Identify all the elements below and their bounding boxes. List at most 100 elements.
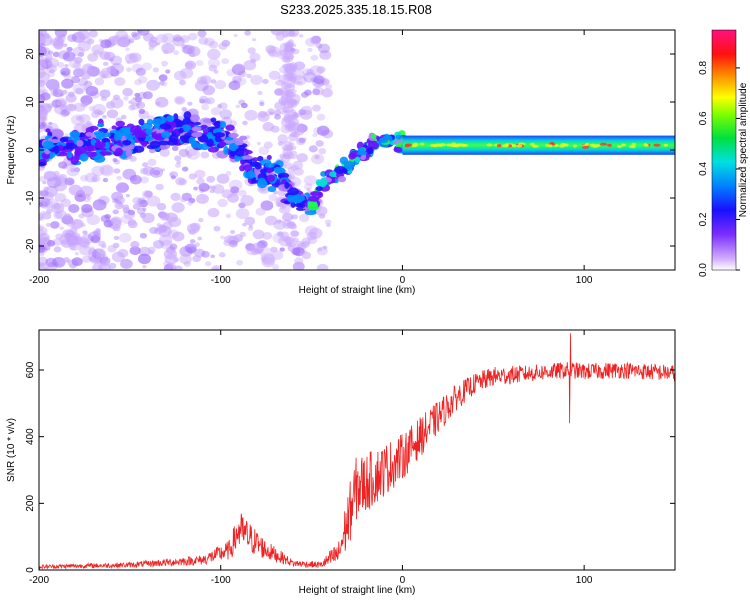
spectral-blob [80,223,86,228]
spectral-blob [268,49,278,57]
spectral-blob [56,61,65,68]
spectral-blob [287,187,300,196]
spectral-blob [64,177,75,186]
spectral-blob [90,235,101,244]
spectral-blob [348,152,356,160]
spectral-blob [153,240,165,249]
spectral-blob [173,50,180,56]
spectral-blob [324,219,332,225]
spectral-blob [46,240,56,247]
spectral-blob [180,197,187,203]
spectral-blob [242,222,247,227]
spectral-blob [80,240,91,249]
spectral-blob [218,252,226,258]
spectral-blob [236,259,244,266]
colorbar: 0.0 0.2 0.4 0.6 0.8 Normalized spectral ampl… [698,29,749,277]
spectral-blob [147,158,157,166]
spectral-blob [82,63,94,73]
spectral-blob [179,254,192,265]
spectral-blob [262,231,273,240]
spectral-blob [67,151,73,159]
spectral-blob [134,96,143,103]
spectral-blob [233,33,238,37]
colorbar-ticks: 0.0 0.2 0.4 0.6 0.8 [698,61,740,277]
spectral-blob [106,109,119,119]
spectral-blob [70,220,76,225]
spectral-blob [284,181,290,189]
spectral-blob [261,256,267,261]
spectral-blob [272,264,280,270]
spectral-blob [149,226,158,234]
spectral-blob [292,246,305,257]
spectral-peak [501,144,509,148]
spectral-blob [80,174,89,182]
spectral-blob [70,168,76,173]
spectral-blob [183,111,192,120]
spectral-blob [145,128,153,136]
spectral-blob [313,75,325,85]
spectral-blob [128,100,133,104]
spectral-blob [207,146,219,153]
spectral-blob [95,253,109,265]
spectral-blob [286,194,298,203]
spectral-blob [267,185,277,193]
snr-x-label: Height of straight line (km) [299,585,416,596]
spectral-blob [138,199,149,208]
spectral-blob [206,97,215,105]
spectral-blob [152,67,160,73]
spectral-peak [529,142,535,146]
spectral-blob [63,213,72,220]
spectral-blob [262,121,275,132]
spectral-blob [284,71,293,80]
spectral-blob [149,167,164,178]
spectral-blob [99,51,111,60]
spectral-blob [39,42,46,49]
spectral-blob [85,101,90,106]
spectral-blob [316,66,326,74]
spectral-blob [113,235,120,240]
spectral-blob [288,173,296,180]
spectral-blob [115,182,129,193]
spectral-peak [496,144,502,148]
spectral-blob [268,194,278,202]
spectral-blob [120,258,133,269]
spectral-blob [191,132,203,138]
spectral-blob [207,48,221,60]
spectral-blob [135,198,146,207]
spectral-blob [85,85,99,97]
spectral-blob [142,166,155,176]
spectral-blob [142,264,147,269]
spectral-blob [312,104,321,112]
spectral-blob [95,228,101,233]
spectral-blob [242,155,253,160]
colorbar-tick-label: 0.2 [698,212,709,226]
spectral-peak [507,144,512,148]
spectral-blob [288,30,296,36]
spectral-blob [62,51,76,62]
spectral-blob [84,172,98,183]
spectral-blob [258,146,270,155]
spectral-blob [112,157,118,163]
spectral-blob [112,209,119,215]
spectral-blob [89,246,95,251]
spectral-blob [39,236,46,247]
spectral-blob [149,36,158,43]
spectral-blob [180,35,190,43]
spectral-blob [259,101,265,107]
spectral-blob [159,80,165,86]
spectral-blob [142,207,147,211]
spectral-blob [91,177,98,183]
spectral-blob [110,97,124,109]
spectral-peak [643,143,648,147]
spectral-blob [39,111,43,117]
spectral-blob [138,108,146,114]
spectral-blob [170,175,176,180]
spectral-blob [193,186,199,191]
spectral-blob [239,164,246,172]
spectral-blob [102,177,109,183]
spectral-blob [43,33,51,39]
spectral-blob [52,40,64,49]
spectral-blob [125,134,135,140]
spectral-blob [166,139,178,146]
